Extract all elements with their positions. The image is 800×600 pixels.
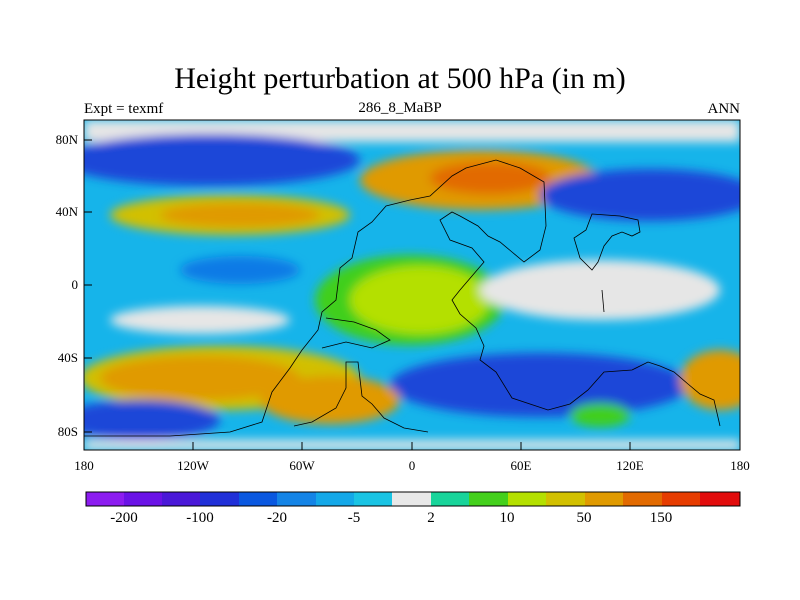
field-high-southeast [680, 350, 740, 410]
colorbar-label: 50 [576, 510, 592, 526]
colorbar-swatch-6 [277, 492, 316, 506]
coastline-equatorial [321, 317, 391, 349]
x-tick-label: 180 [74, 458, 94, 473]
colorbar-swatch-7 [316, 492, 354, 506]
field-green-patch-south [570, 403, 630, 427]
period-label: 286_8_MaBP [358, 100, 442, 116]
field-low-south-indian [390, 353, 690, 417]
colorbar-swatch-15 [623, 492, 662, 506]
colorbar-label: 2 [427, 510, 435, 526]
field-low-north-pacific [84, 134, 360, 186]
colorbar-swatch-4 [200, 492, 239, 506]
colorbar-swatch-14 [585, 492, 623, 506]
contour-field [84, 120, 740, 450]
experiment-label: Expt = texmf [84, 101, 164, 117]
colorbar-swatch-17 [700, 492, 740, 506]
coastline-main [84, 159, 721, 437]
colorbar-label: -20 [267, 510, 287, 526]
y-tick-label: 80S [57, 424, 78, 439]
field-high-eurasia-core [430, 162, 550, 194]
coastline-south-america [293, 361, 429, 433]
x-tick-label: 120W [177, 458, 209, 473]
axis-ticks [84, 139, 631, 450]
colorbar-swatch-2 [124, 492, 162, 506]
colorbar-label: -5 [347, 510, 361, 526]
colorbar-swatch-10 [431, 492, 469, 506]
colorbar-swatch-5 [239, 492, 277, 506]
colorbar-swatch-11 [469, 492, 508, 506]
colorbar-label: -200 [110, 510, 138, 526]
field-high-south-atlantic [260, 376, 400, 424]
field-high-midlat-core [160, 203, 320, 227]
field-gray-patch-west [110, 306, 290, 334]
colorbar-swatch-9 [392, 492, 431, 506]
colorbar-swatch-16 [662, 492, 700, 506]
x-tick-label: 60E [510, 458, 532, 473]
field-low-northeast [540, 169, 740, 221]
colorbar [85, 491, 741, 507]
colorbar-swatch-13 [546, 492, 585, 506]
coastline-east-asia [573, 213, 641, 271]
x-tick-label: 0 [408, 458, 416, 473]
coastline-island [601, 289, 605, 313]
field-low-tropical-west [180, 256, 300, 284]
season-label: ANN [707, 101, 741, 117]
field-tropical-yellow-green [350, 266, 490, 334]
colorbar-frame [85, 491, 741, 507]
field-tropical-gray [480, 260, 720, 320]
colorbar-label: -100 [186, 510, 214, 526]
field-low-southwest [84, 400, 220, 440]
y-tick-label: 40S [57, 350, 78, 365]
colorbar-swatch-12 [508, 492, 546, 506]
plot-title: Height perturbation at 500 hPa (in m) [174, 62, 626, 95]
coastlines [84, 159, 721, 437]
colorbar-label: 10 [499, 510, 515, 526]
x-tick-label: 60W [289, 458, 315, 473]
y-tick-label: 80N [55, 132, 78, 147]
x-tick-label: 120E [616, 458, 644, 473]
y-tick-label: 40N [55, 204, 78, 219]
colorbar-swatch-1 [86, 492, 124, 506]
colorbar-label: 150 [649, 510, 673, 526]
colorbar-swatch-8 [354, 492, 392, 506]
field-high-south-core [100, 356, 300, 400]
colorbar-swatch-3 [162, 492, 200, 506]
x-tick-label: 180 [730, 458, 750, 473]
y-tick-label: 0 [71, 277, 79, 292]
